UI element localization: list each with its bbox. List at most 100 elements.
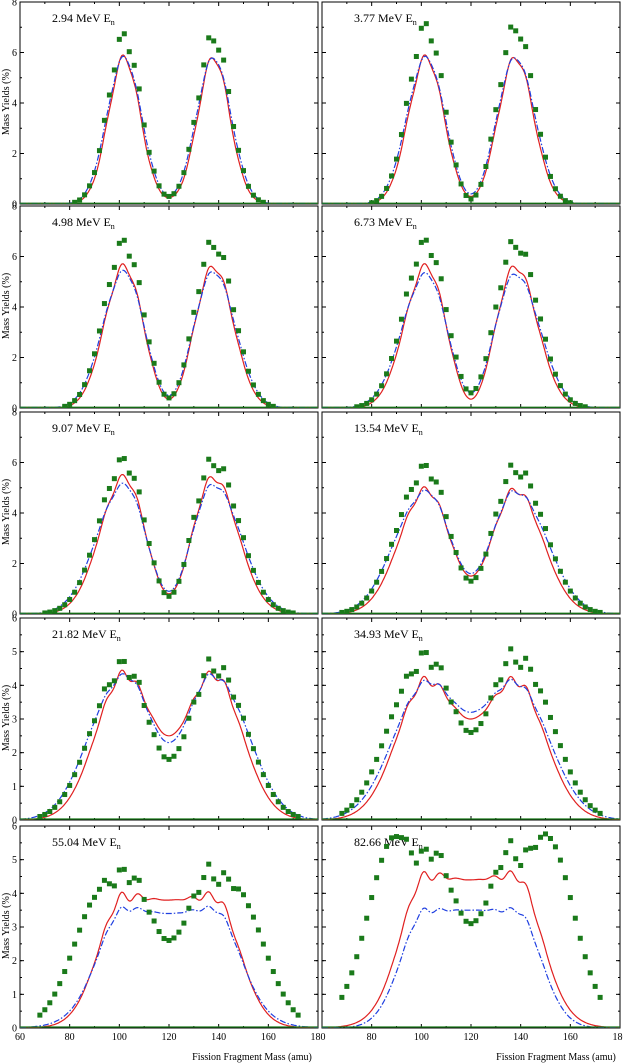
data-point [141,312,147,318]
data-point [270,792,276,798]
data-point [131,673,137,679]
data-point [364,400,370,406]
red-curve [20,474,318,614]
data-point [245,183,251,189]
data-point [483,551,489,557]
data-point [171,391,177,397]
data-point [403,494,409,500]
data-point [87,731,93,737]
ylabel-row-4: Mass Yields (%) [1,685,12,751]
data-point [443,685,449,691]
panel-label: 34.93 MeV En [354,627,423,643]
data-point [398,512,404,518]
data-point [226,88,232,94]
data-point [483,711,489,717]
data-point [42,1007,48,1013]
data-point [582,604,588,610]
data-point [72,199,78,204]
data-point [211,38,217,44]
y-tick-label: 6 [12,458,17,469]
data-point [389,714,395,720]
data-point [295,1012,301,1018]
data-point [562,391,568,397]
data-point [538,834,544,840]
data-point [488,136,494,142]
data-point [572,400,578,406]
data-point [92,894,97,900]
blue-curve [20,269,318,408]
data-point [567,397,573,403]
data-point [101,301,107,307]
data-point [201,261,207,267]
data-point [344,983,350,989]
data-point [349,803,355,809]
data-point [379,193,385,199]
data-point [126,880,132,886]
y-tick-label: 6 [12,48,17,59]
panel-label-sub: n [419,842,423,851]
ylabel-row-2: Mass Yields (%) [1,273,12,339]
data-point [443,109,449,115]
data-point [255,759,261,765]
data-point [384,728,390,734]
data-point [245,903,251,909]
data-point [211,244,217,250]
data-point [513,28,519,34]
data-point [523,44,529,50]
panel-10: 8010012014016018082.66 MeV En [321,825,623,1043]
data-point [552,556,558,562]
data-point [503,50,509,56]
data-point [528,845,534,851]
data-point [552,186,558,192]
y-tick-label: 2 [12,149,17,160]
data-point [82,914,88,920]
x-tick-label: 120 [464,1032,479,1043]
data-point [106,682,112,688]
data-point [508,24,514,30]
data-point [403,291,409,297]
data-point [166,937,172,943]
data-point [106,92,112,98]
data-point [255,197,261,203]
data-point [518,862,524,868]
data-point [403,673,409,679]
data-point [72,589,78,595]
data-point [418,25,424,31]
data-point [552,371,558,377]
data-point [508,646,514,652]
data-point [498,865,504,871]
data-point [151,560,157,566]
ylabel-row-1: Mass Yields (%) [1,69,12,135]
data-point [141,896,147,902]
data-point [433,260,439,266]
data-point [374,579,380,585]
panel-curves [322,646,620,820]
data-point [403,100,409,106]
data-point [171,753,177,759]
data-point [265,782,271,788]
data-point [592,983,598,989]
data-point [111,883,117,889]
data-point [106,881,112,887]
data-point [389,173,395,179]
data-point [116,659,122,665]
data-point [369,895,375,901]
data-point [433,661,439,667]
y-tick-label: 0 [12,1024,17,1035]
data-point [453,354,459,360]
data-point [270,403,276,408]
y-tick-label: 2 [12,559,17,570]
data-point [285,809,291,815]
data-point [533,107,539,113]
panel-frame [19,825,319,1029]
data-point [96,886,102,892]
data-point [136,679,142,685]
data-point [384,843,390,849]
data-point [418,239,424,245]
data-point [359,789,365,795]
data-point [513,856,519,862]
data-point [468,729,474,735]
data-point [572,595,578,601]
ylabel-row-5: Mass Yields (%) [1,893,12,959]
data-point [206,656,212,662]
